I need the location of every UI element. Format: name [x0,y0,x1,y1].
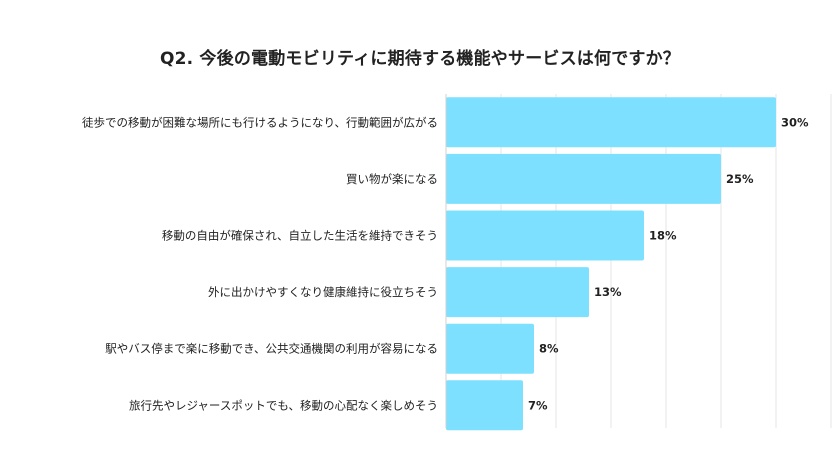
chart-title: Q2. 今後の電動モビリティに期待する機能やサービスは何ですか？ [159,49,681,69]
category-label: 徒歩での移動が困難な場所にも行けるようになり、行動範囲が広がる [82,115,438,129]
bar [446,153,721,204]
category-label: 旅行先やレジャースポットでも、移動の心配なく楽しめそう [129,398,438,412]
value-label: 25% [726,172,754,186]
value-label: 13% [594,285,622,299]
category-label: 外に出かけやすくなり健康維持に役立ちそう [208,285,438,299]
bar [446,380,523,431]
value-label: 30% [781,115,809,129]
bar [446,267,589,318]
value-label: 18% [649,229,677,243]
category-label: 買い物が楽になる [346,172,438,186]
bar [446,97,776,148]
category-label: 駅やバス停まで楽に移動でき、公共交通機関の利用が容易になる [105,342,438,356]
value-label: 7% [528,398,548,412]
value-label: 8% [539,342,559,356]
category-label: 移動の自由が確保され、自立した生活を維持できそう [162,229,438,243]
bar [446,323,534,374]
bar [446,210,644,261]
